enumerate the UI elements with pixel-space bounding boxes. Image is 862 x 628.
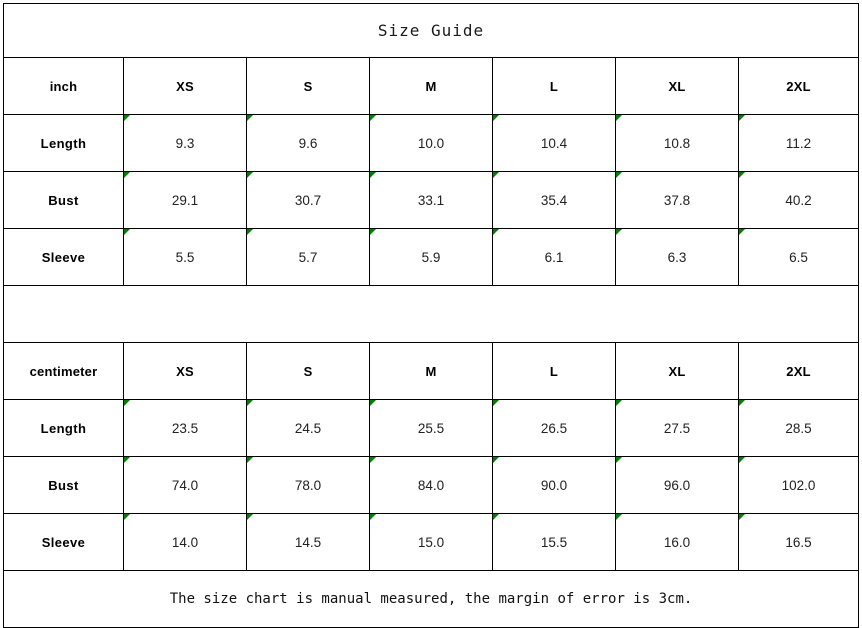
measurement-disclaimer: The size chart is manual measured, the m… — [2, 570, 860, 628]
size-header-cm-xs: XS — [123, 342, 247, 400]
table-separator — [2, 285, 860, 343]
size-header-xs: XS — [123, 57, 247, 115]
cell-cm-bust-m: 84.0 — [369, 456, 493, 514]
cell-inch-length-2xl: 11.2 — [737, 114, 860, 172]
unit-header-inch: inch — [3, 57, 124, 115]
size-header-cm-s: S — [246, 342, 370, 400]
size-header-2xl: 2XL — [737, 57, 860, 115]
cell-cm-sleeve-xs: 14.0 — [123, 513, 247, 571]
size-header-l: L — [492, 57, 616, 115]
cell-inch-sleeve-xl: 6.3 — [615, 228, 739, 286]
cell-inch-bust-s: 30.7 — [246, 171, 370, 229]
table-row: Length 9.3 9.6 10.0 10.4 10.8 11.2 — [3, 114, 860, 172]
size-header-cm-xl: XL — [615, 342, 739, 400]
inch-header-row: inch XS S M L XL 2XL — [3, 57, 860, 115]
cell-cm-sleeve-s: 14.5 — [246, 513, 370, 571]
size-guide-table: Size Guide inch XS S M L XL 2XL Length 9… — [2, 3, 860, 628]
cell-cm-bust-s: 78.0 — [246, 456, 370, 514]
size-header-cm-l: L — [492, 342, 616, 400]
measure-label-cm-length: Length — [3, 399, 124, 457]
cell-cm-length-s: 24.5 — [246, 399, 370, 457]
cell-inch-length-m: 10.0 — [369, 114, 493, 172]
cell-inch-bust-2xl: 40.2 — [737, 171, 860, 229]
cell-inch-length-xs: 9.3 — [123, 114, 247, 172]
size-header-cm-2xl: 2XL — [737, 342, 860, 400]
size-header-m: M — [369, 57, 493, 115]
unit-header-centimeter: centimeter — [3, 342, 124, 400]
cell-cm-length-m: 25.5 — [369, 399, 493, 457]
footer-row: The size chart is manual measured, the m… — [2, 570, 860, 628]
size-header-xl: XL — [615, 57, 739, 115]
cell-inch-bust-m: 33.1 — [369, 171, 493, 229]
cell-inch-bust-xs: 29.1 — [123, 171, 247, 229]
size-header-s: S — [246, 57, 370, 115]
measure-label-sleeve: Sleeve — [3, 228, 124, 286]
cell-cm-sleeve-2xl: 16.5 — [737, 513, 860, 571]
measure-label-cm-bust: Bust — [3, 456, 124, 514]
measure-label-cm-sleeve: Sleeve — [3, 513, 124, 571]
title-row: Size Guide — [2, 3, 860, 58]
size-header-cm-m: M — [369, 342, 493, 400]
centimeter-header-row: centimeter XS S M L XL 2XL — [3, 342, 860, 400]
cell-inch-sleeve-m: 5.9 — [369, 228, 493, 286]
cell-inch-bust-l: 35.4 — [492, 171, 616, 229]
cell-cm-sleeve-xl: 16.0 — [615, 513, 739, 571]
cell-cm-length-xl: 27.5 — [615, 399, 739, 457]
cell-inch-length-l: 10.4 — [492, 114, 616, 172]
page-title: Size Guide — [2, 3, 860, 58]
cell-cm-sleeve-m: 15.0 — [369, 513, 493, 571]
cell-inch-sleeve-l: 6.1 — [492, 228, 616, 286]
table-row: Sleeve 5.5 5.7 5.9 6.1 6.3 6.5 — [3, 228, 860, 286]
cell-cm-bust-xs: 74.0 — [123, 456, 247, 514]
cell-cm-length-2xl: 28.5 — [737, 399, 860, 457]
cell-inch-sleeve-s: 5.7 — [246, 228, 370, 286]
cell-cm-bust-l: 90.0 — [492, 456, 616, 514]
measure-label-bust: Bust — [3, 171, 124, 229]
cell-cm-bust-xl: 96.0 — [615, 456, 739, 514]
cell-cm-length-xs: 23.5 — [123, 399, 247, 457]
cell-inch-bust-xl: 37.8 — [615, 171, 739, 229]
table-row: Sleeve 14.0 14.5 15.0 15.5 16.0 16.5 — [3, 513, 860, 571]
measure-label-length: Length — [3, 114, 124, 172]
cell-inch-sleeve-2xl: 6.5 — [737, 228, 860, 286]
cell-inch-sleeve-xs: 5.5 — [123, 228, 247, 286]
cell-cm-length-l: 26.5 — [492, 399, 616, 457]
table-row: Bust 29.1 30.7 33.1 35.4 37.8 40.2 — [3, 171, 860, 229]
size-guide-sheet: Size Guide inch XS S M L XL 2XL Length 9… — [2, 3, 860, 628]
table-row: Length 23.5 24.5 25.5 26.5 27.5 28.5 — [3, 399, 860, 457]
cell-inch-length-s: 9.6 — [246, 114, 370, 172]
cell-cm-sleeve-l: 15.5 — [492, 513, 616, 571]
table-row: Bust 74.0 78.0 84.0 90.0 96.0 102.0 — [3, 456, 860, 514]
cell-cm-bust-2xl: 102.0 — [737, 456, 860, 514]
cell-inch-length-xl: 10.8 — [615, 114, 739, 172]
spacer-row — [2, 285, 860, 343]
